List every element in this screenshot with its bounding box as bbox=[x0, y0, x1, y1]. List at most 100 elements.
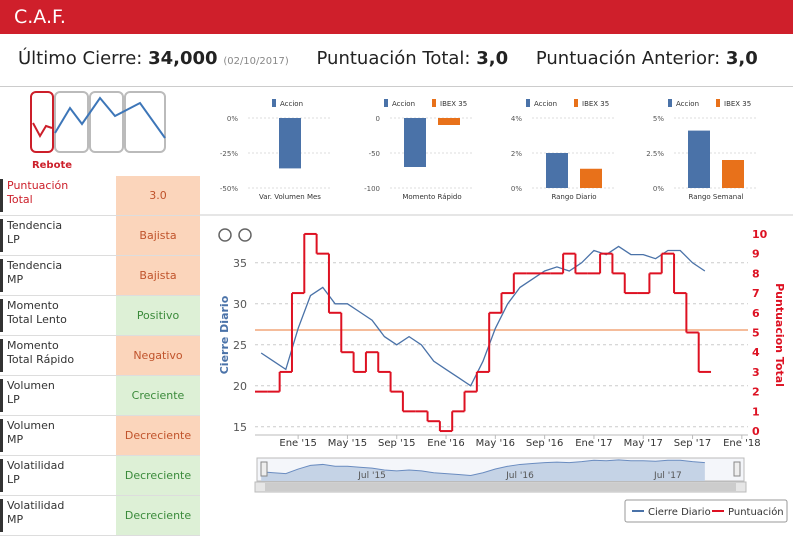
indicator-row: Volatilidad LP Decreciente bbox=[0, 456, 200, 496]
indicator-value: Negativo bbox=[116, 336, 200, 375]
bar bbox=[722, 160, 744, 188]
zoom-icons[interactable] bbox=[218, 228, 252, 242]
x-tick-label: Ene '15 bbox=[279, 438, 316, 449]
scrollbar-thumb[interactable] bbox=[265, 483, 736, 491]
x-tick-label: Ene '17 bbox=[575, 438, 612, 449]
summary: Último Cierre: 34,000 (02/10/2017) Puntu… bbox=[18, 48, 780, 69]
indicator-value: Bajista bbox=[116, 256, 200, 295]
label-line: MP bbox=[7, 433, 24, 446]
indicator-value: 3.0 bbox=[116, 176, 200, 215]
close-line bbox=[260, 245, 706, 387]
y-tick-label: 2.5% bbox=[646, 150, 664, 158]
indicator-row: Tendencia MP Bajista bbox=[0, 256, 200, 296]
indicator-row: Puntuación Total 3.0 bbox=[0, 176, 200, 216]
signal-line bbox=[54, 96, 166, 139]
label-line: Tendencia bbox=[7, 219, 63, 232]
navigator-handle[interactable] bbox=[260, 461, 268, 477]
y-tick-label: -50% bbox=[220, 185, 238, 193]
value: 3,0 bbox=[476, 48, 509, 69]
indicator-label: Volatilidad LP bbox=[0, 459, 115, 492]
label-line: Total Rápido bbox=[7, 353, 75, 366]
indicator-row: Momento Total Rápido Negativo bbox=[0, 336, 200, 376]
bar bbox=[688, 130, 710, 188]
x-axis-label: Rango Semanal bbox=[689, 193, 744, 201]
legend-label: Accion bbox=[534, 100, 557, 108]
y-tick-label: 25 bbox=[233, 339, 247, 352]
indicator-label: Momento Total Lento bbox=[0, 299, 115, 332]
y-tick-label: 0% bbox=[653, 185, 664, 193]
legend-swatch bbox=[716, 99, 720, 107]
label: Puntuación Total: bbox=[316, 48, 471, 69]
label-line: Volatilidad bbox=[7, 499, 65, 512]
indicator-value: Decreciente bbox=[116, 456, 200, 495]
label-line: Volatilidad bbox=[7, 459, 65, 472]
label-line: LP bbox=[7, 233, 20, 246]
y-tick-label: 0 bbox=[376, 115, 380, 123]
bar bbox=[279, 118, 301, 169]
x-tick-label: Ene '16 bbox=[427, 438, 464, 449]
legend-label: IBEX 35 bbox=[582, 100, 609, 108]
y-tick-label: 30 bbox=[233, 298, 247, 311]
y2-tick-label: 10 bbox=[752, 228, 768, 241]
previous-score: Puntuación Anterior: 3,0 bbox=[536, 48, 758, 69]
label-line: Volumen bbox=[7, 419, 55, 432]
y-tick-label: 0% bbox=[511, 185, 522, 193]
label-line: Volumen bbox=[7, 379, 55, 392]
navigator-handle[interactable] bbox=[733, 461, 741, 477]
legend-swatch bbox=[432, 99, 436, 107]
navigator-area bbox=[261, 459, 705, 481]
legend-label: Puntuación bbox=[728, 506, 784, 518]
y-axis-title: Cierre Diario bbox=[218, 295, 231, 374]
bar bbox=[404, 118, 426, 167]
indicator-label: Volatilidad MP bbox=[0, 499, 115, 532]
x-axis-label: Momento Rápido bbox=[402, 193, 461, 201]
y-tick-label: -25% bbox=[220, 150, 238, 158]
legend-swatch bbox=[526, 99, 530, 107]
navigator-label: Jul '17 bbox=[653, 471, 682, 481]
y2-tick-label: 1 bbox=[752, 405, 760, 418]
y2-tick-label: 2 bbox=[752, 386, 760, 399]
y2-tick-label: 7 bbox=[752, 287, 760, 300]
signal-box bbox=[124, 91, 166, 153]
x-tick-label: May '16 bbox=[476, 438, 515, 449]
date: (02/10/2017) bbox=[223, 56, 289, 67]
y-tick-label: -50 bbox=[369, 150, 380, 158]
legend-label: Cierre Diario bbox=[648, 507, 711, 518]
y2-axis-title: Puntuacion Total bbox=[773, 283, 786, 387]
legend-swatch bbox=[668, 99, 672, 107]
x-tick-label: May '17 bbox=[624, 438, 663, 449]
value: 34,000 bbox=[148, 48, 218, 69]
indicator-value: Decreciente bbox=[116, 496, 200, 535]
y2-tick-label: 9 bbox=[752, 248, 760, 261]
x-axis-label: Var. Volumen Mes bbox=[259, 193, 321, 201]
y2-tick-label: 4 bbox=[752, 346, 760, 359]
label-line: MP bbox=[7, 273, 24, 286]
indicator-row: Tendencia LP Bajista bbox=[0, 216, 200, 256]
y-tick-label: 0% bbox=[227, 115, 238, 123]
legend-swatch bbox=[272, 99, 276, 107]
zoom-out[interactable] bbox=[238, 228, 252, 242]
y-tick-label: 5% bbox=[653, 115, 664, 123]
x-tick-label: Ene '18 bbox=[723, 438, 760, 449]
signal-icon: Rebote bbox=[30, 91, 166, 171]
label: Último Cierre: bbox=[18, 48, 143, 69]
label-line: Total Lento bbox=[7, 313, 67, 326]
label-line: MP bbox=[7, 513, 24, 526]
label-line: Total bbox=[7, 193, 33, 206]
indicator-label: Volumen LP bbox=[0, 379, 115, 412]
navigator-line bbox=[261, 459, 705, 476]
y2-tick-label: 6 bbox=[752, 307, 760, 320]
legend-label: Accion bbox=[676, 100, 699, 108]
label-line: Momento bbox=[7, 339, 59, 352]
label-line: LP bbox=[7, 473, 20, 486]
x-axis-label: Rango Diario bbox=[551, 193, 596, 201]
navigator-label: Jul '15 bbox=[357, 471, 386, 481]
y-tick-label: 4% bbox=[511, 115, 522, 123]
navigator-label: Jul '16 bbox=[505, 471, 534, 481]
legend-label: IBEX 35 bbox=[440, 100, 467, 108]
legend-label: Accion bbox=[392, 100, 415, 108]
bar bbox=[580, 168, 602, 188]
indicator-label: Tendencia MP bbox=[0, 259, 115, 292]
zoom-in[interactable] bbox=[218, 228, 232, 242]
